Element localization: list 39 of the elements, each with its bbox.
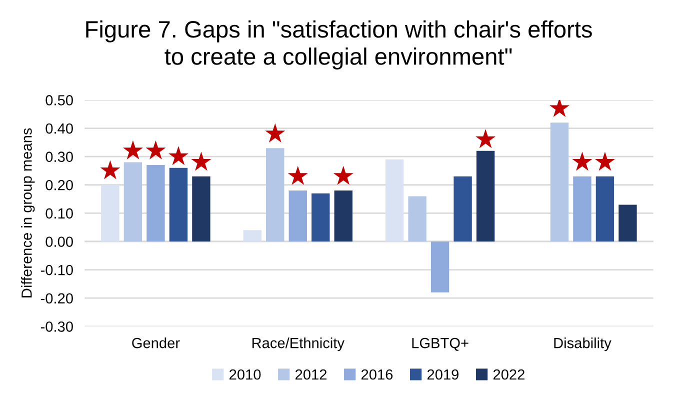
bar (334, 190, 352, 242)
legend-label: 2010 (230, 369, 261, 380)
bar (124, 162, 142, 242)
y-tick-label: 0.40 (46, 123, 73, 134)
bar (101, 184, 120, 242)
y-tick-label: 0.00 (46, 236, 73, 247)
bar (476, 150, 495, 242)
bar (266, 148, 284, 242)
y-tick-label: -0.30 (40, 322, 73, 332)
x-tick-label: Gender (132, 338, 180, 348)
chart-title: Figure 7. Gaps in "satisfaction with chair's efforts to create a collegial environment" (86, 20, 592, 70)
bar (243, 230, 262, 242)
bar (408, 196, 426, 242)
y-tick-label: -0.10 (40, 264, 73, 276)
bar (454, 176, 472, 242)
bar (430, 241, 450, 292)
bar (618, 204, 637, 242)
bar (385, 159, 404, 242)
legend-label: 2022 (493, 369, 524, 380)
x-tick-label: Disability (554, 338, 612, 352)
x-tick-label: LGBTQ+ (412, 338, 468, 351)
legend-label: 2016 (362, 369, 393, 380)
bar (146, 165, 165, 242)
bar (312, 193, 330, 242)
y-tick-label: -0.20 (40, 293, 73, 304)
y-tick-label: 0.30 (46, 152, 73, 162)
legend-label: 2019 (427, 369, 458, 380)
y-tick-label: 0.50 (46, 95, 73, 106)
bar (169, 168, 188, 242)
y-tick-label: 0.20 (46, 180, 73, 190)
bar (288, 190, 307, 242)
x-tick-label: Race/Ethnicity (252, 338, 344, 352)
bar (192, 176, 210, 242)
y-axis-title: Difference in group means (21, 128, 35, 298)
bar (596, 176, 614, 242)
legend-label: 2012 (296, 369, 326, 380)
y-tick-label: 0.10 (46, 208, 73, 219)
bar (573, 176, 592, 242)
bar (550, 122, 569, 242)
